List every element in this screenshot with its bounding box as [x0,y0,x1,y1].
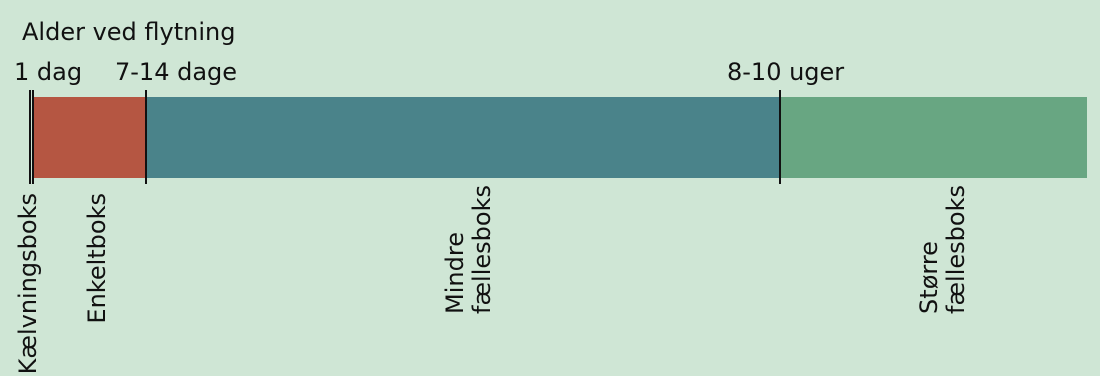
label-stoerre-line1: Større [915,241,943,314]
label-stoerre-line2: fællesboks [942,185,970,314]
divider-7-14-dage [145,90,147,184]
segment-stoerre-faellesboks [780,97,1087,178]
diagram-title: Alder ved flytning [22,18,236,46]
label-stoerre-faellesboks: Større fællesboks [915,185,970,314]
segment-mindre-faellesboks [146,97,780,178]
tick-label-1-dag: 1 dag [14,58,83,86]
label-kaelvningsboks: Kælvningsboks [14,193,42,375]
label-mindre-line1: Mindre [441,232,469,314]
label-mindre-line2: fællesboks [468,185,496,314]
label-enkeltboks: Enkeltboks [83,193,111,324]
label-mindre-faellesboks: Mindre fællesboks [441,185,496,314]
segment-enkeltboks [33,97,146,178]
divider-kaelvningsboks-b [32,90,34,184]
divider-8-10-uger [779,90,781,184]
divider-kaelvningsboks-a [29,90,31,184]
tick-label-8-10-uger: 8-10 uger [727,58,845,86]
tick-label-7-14-dage: 7-14 dage [115,58,238,86]
